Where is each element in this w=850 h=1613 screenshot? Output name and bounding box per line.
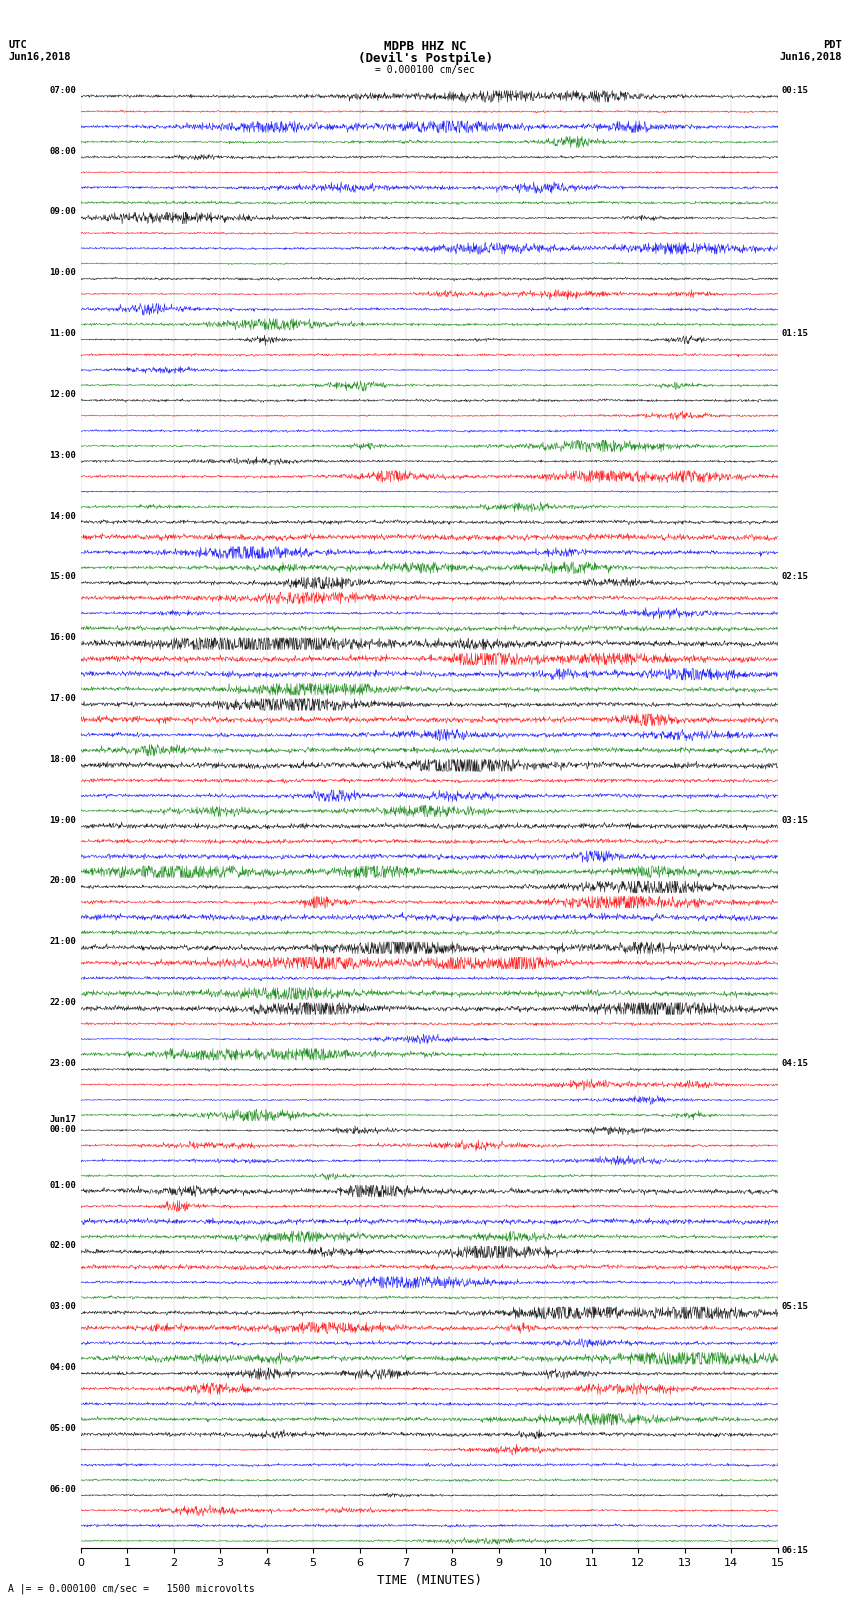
Text: 13:00: 13:00 xyxy=(49,450,76,460)
Text: 23:00: 23:00 xyxy=(49,1058,76,1068)
Text: 14:00: 14:00 xyxy=(49,511,76,521)
Text: 03:00: 03:00 xyxy=(49,1302,76,1311)
Text: 11:00: 11:00 xyxy=(49,329,76,339)
Text: 17:00: 17:00 xyxy=(49,694,76,703)
Text: 20:00: 20:00 xyxy=(49,876,76,886)
Text: UTC: UTC xyxy=(8,40,27,50)
Text: 01:15: 01:15 xyxy=(782,329,809,339)
Text: Jun16,2018: Jun16,2018 xyxy=(779,52,842,61)
Text: 19:00: 19:00 xyxy=(49,816,76,824)
Text: 18:00: 18:00 xyxy=(49,755,76,765)
Text: 12:00: 12:00 xyxy=(49,390,76,398)
Text: 04:15: 04:15 xyxy=(782,1058,809,1068)
Text: 07:00: 07:00 xyxy=(49,85,76,95)
Text: PDT: PDT xyxy=(823,40,842,50)
Text: 09:00: 09:00 xyxy=(49,208,76,216)
Text: 16:00: 16:00 xyxy=(49,634,76,642)
Text: Jun16,2018: Jun16,2018 xyxy=(8,52,71,61)
Text: 02:15: 02:15 xyxy=(782,573,809,581)
Text: 22:00: 22:00 xyxy=(49,998,76,1007)
Text: 01:00: 01:00 xyxy=(49,1181,76,1189)
Text: 02:00: 02:00 xyxy=(49,1242,76,1250)
Text: 06:15: 06:15 xyxy=(782,1545,809,1555)
Text: 06:00: 06:00 xyxy=(49,1484,76,1494)
Text: 05:00: 05:00 xyxy=(49,1424,76,1432)
Text: MDPB HHZ NC: MDPB HHZ NC xyxy=(383,40,467,53)
X-axis label: TIME (MINUTES): TIME (MINUTES) xyxy=(377,1574,482,1587)
Text: 04:00: 04:00 xyxy=(49,1363,76,1373)
Text: A |= = 0.000100 cm/sec =   1500 microvolts: A |= = 0.000100 cm/sec = 1500 microvolts xyxy=(8,1582,255,1594)
Text: 03:15: 03:15 xyxy=(782,816,809,824)
Text: Jun17: Jun17 xyxy=(49,1115,76,1124)
Text: (Devil's Postpile): (Devil's Postpile) xyxy=(358,52,492,65)
Text: 00:00: 00:00 xyxy=(49,1124,76,1134)
Text: 00:15: 00:15 xyxy=(782,85,809,95)
Text: 08:00: 08:00 xyxy=(49,147,76,155)
Text: 21:00: 21:00 xyxy=(49,937,76,947)
Text: 10:00: 10:00 xyxy=(49,268,76,277)
Text: = 0.000100 cm/sec: = 0.000100 cm/sec xyxy=(375,65,475,74)
Text: 15:00: 15:00 xyxy=(49,573,76,581)
Text: 05:15: 05:15 xyxy=(782,1302,809,1311)
